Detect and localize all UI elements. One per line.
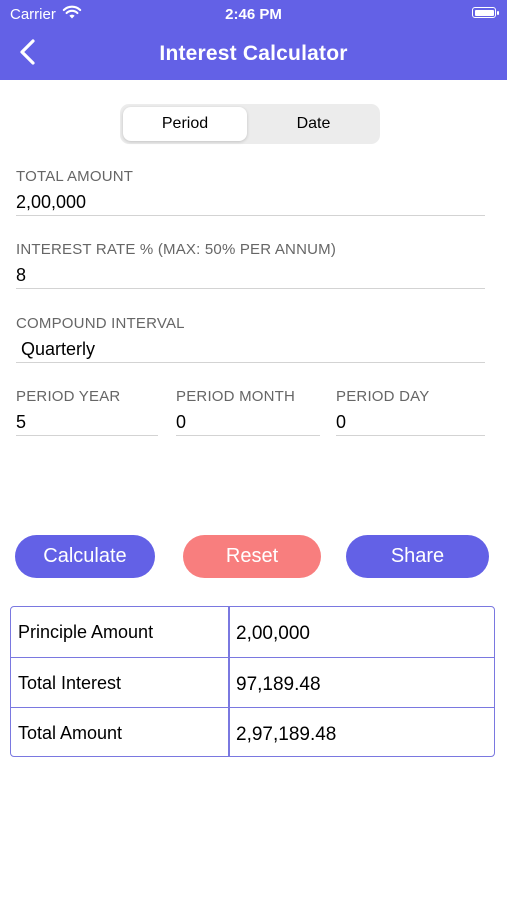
reset-button[interactable]: Reset bbox=[183, 535, 321, 578]
table-row: Total Amount 2,97,189.48 bbox=[11, 707, 494, 758]
table-row: Total Interest 97,189.48 bbox=[11, 657, 494, 708]
period-month-label: PERIOD MONTH bbox=[176, 388, 296, 405]
period-year-label: PERIOD YEAR bbox=[16, 388, 121, 405]
total-amount-field: TOTAL AMOUNT 2,00,000 bbox=[16, 168, 485, 216]
interest-rate-field: INTEREST RATE % (MAX: 50% PER ANNUM) 8 bbox=[16, 241, 485, 289]
battery-icon bbox=[472, 7, 499, 18]
interest-rate-label: INTEREST RATE % (MAX: 50% PER ANNUM) bbox=[16, 241, 337, 258]
chevron-left-icon bbox=[20, 39, 35, 65]
tab-period[interactable]: Period bbox=[123, 107, 247, 141]
total-amount-result-value: 2,97,189.48 bbox=[236, 724, 337, 745]
total-interest-label: Total Interest bbox=[18, 673, 122, 693]
period-year-field: PERIOD YEAR 5 bbox=[16, 388, 158, 436]
principle-amount-value: 2,00,000 bbox=[236, 623, 310, 644]
total-amount-input[interactable]: 2,00,000 bbox=[16, 189, 485, 216]
period-year-input[interactable]: 5 bbox=[16, 409, 158, 436]
compound-interval-label: COMPOUND INTERVAL bbox=[16, 315, 185, 332]
app-header: Carrier 2:46 PM Interest Calculator bbox=[0, 0, 507, 80]
page-title: Interest Calculator bbox=[159, 42, 348, 65]
table-row: Principle Amount 2,00,000 bbox=[11, 607, 494, 657]
status-bar: Carrier 2:46 PM bbox=[0, 0, 507, 28]
total-amount-result-label: Total Amount bbox=[18, 723, 123, 743]
calculate-button[interactable]: Calculate bbox=[15, 535, 155, 578]
share-button[interactable]: Share bbox=[346, 535, 489, 578]
results-table: Principle Amount 2,00,000 Total Interest… bbox=[10, 606, 495, 757]
mode-segmented-control: Period Date bbox=[120, 104, 380, 144]
wifi-icon bbox=[62, 5, 82, 24]
total-interest-value: 97,189.48 bbox=[236, 674, 321, 695]
total-amount-label: TOTAL AMOUNT bbox=[16, 168, 134, 185]
tab-date[interactable]: Date bbox=[296, 115, 331, 132]
column-divider bbox=[228, 607, 230, 756]
period-day-input[interactable]: 0 bbox=[336, 409, 485, 436]
principle-amount-label: Principle Amount bbox=[18, 622, 154, 642]
compound-interval-field: COMPOUND INTERVAL Quarterly bbox=[16, 315, 485, 363]
period-day-label: PERIOD DAY bbox=[336, 388, 430, 405]
period-month-input[interactable]: 0 bbox=[176, 409, 320, 436]
interest-rate-input[interactable]: 8 bbox=[16, 262, 485, 289]
status-time: 2:46 PM bbox=[225, 6, 282, 23]
compound-interval-select[interactable]: Quarterly bbox=[16, 336, 485, 363]
back-button[interactable] bbox=[14, 36, 44, 68]
period-month-field: PERIOD MONTH 0 bbox=[176, 388, 320, 436]
carrier-label: Carrier bbox=[10, 6, 56, 23]
period-day-field: PERIOD DAY 0 bbox=[336, 388, 485, 436]
